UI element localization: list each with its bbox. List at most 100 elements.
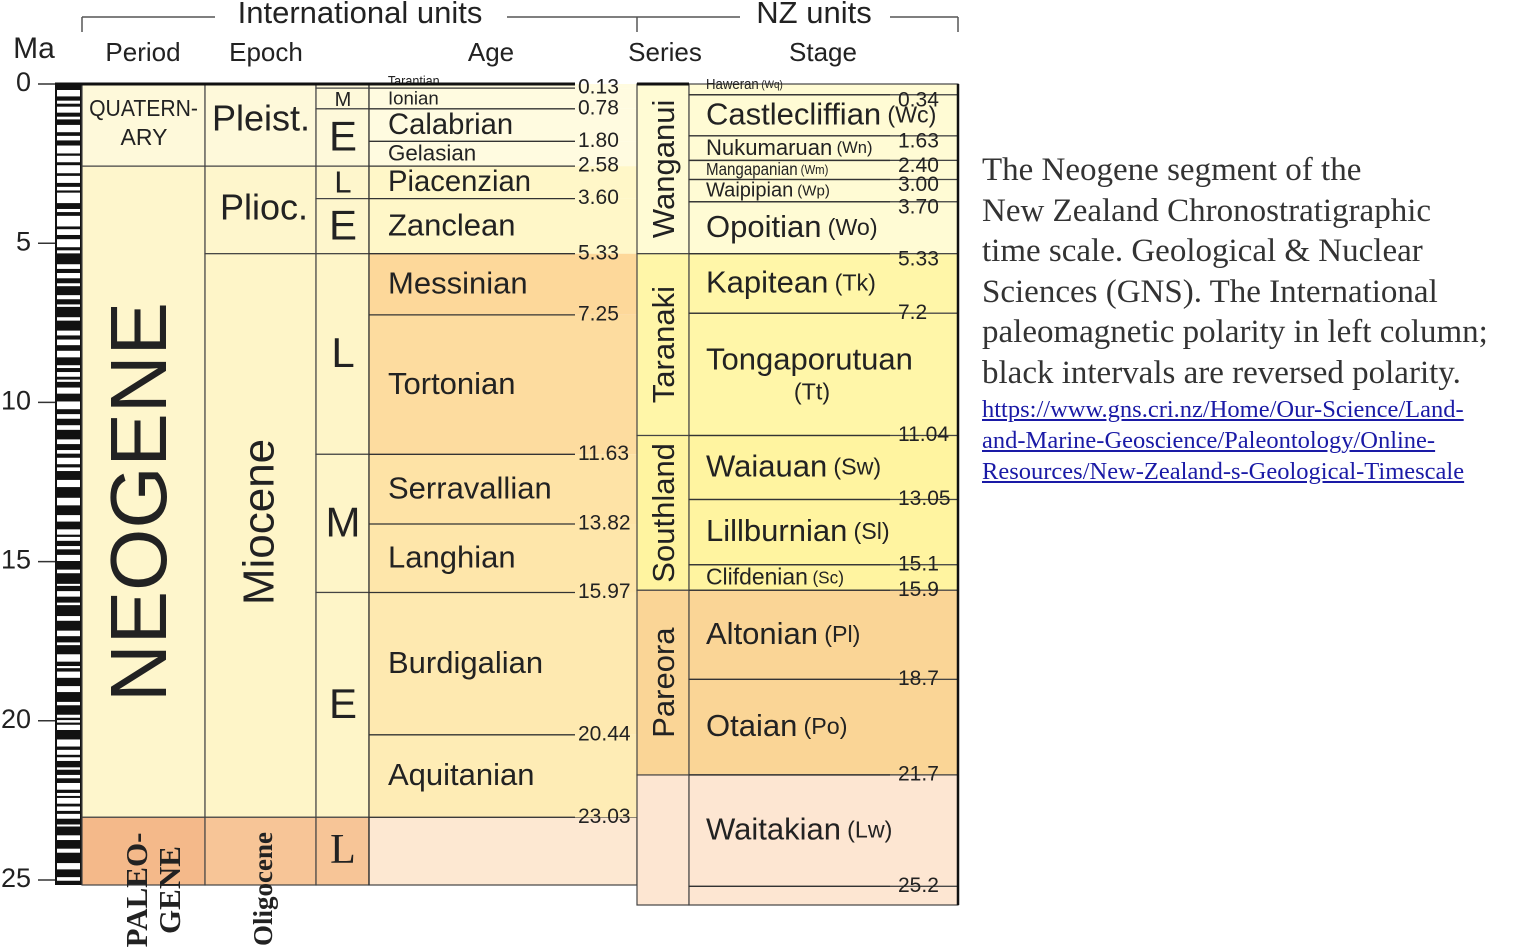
stage-boundary-label: 15.9 bbox=[898, 578, 939, 601]
stage-boundary-label: 7.2 bbox=[898, 301, 927, 324]
polarity-normal bbox=[57, 792, 80, 796]
polarity-normal bbox=[57, 686, 80, 693]
source-link[interactable]: https://www.gns.cri.nz/Home/Our-Science/… bbox=[982, 396, 1464, 423]
polarity-normal bbox=[57, 317, 80, 321]
stage-name: Kapitean bbox=[706, 265, 828, 300]
polarity-normal bbox=[57, 304, 80, 307]
subepoch-label: M bbox=[335, 89, 352, 111]
period-cell bbox=[81, 816, 206, 886]
subepoch-label: L bbox=[331, 329, 354, 376]
stage-label: Clifdenian (Sc) bbox=[706, 564, 844, 590]
age-cell bbox=[369, 253, 637, 315]
stage-code: (Sw) bbox=[833, 454, 881, 480]
polarity-normal bbox=[57, 457, 80, 465]
stage-name: Lillburnian bbox=[706, 513, 847, 548]
polarity-normal bbox=[57, 863, 80, 870]
age-label: Gelasian bbox=[388, 141, 476, 166]
subepoch-cell bbox=[315, 816, 370, 886]
series-cell bbox=[636, 774, 690, 906]
polarity-normal bbox=[57, 124, 80, 133]
stage-name: Waipipian bbox=[706, 180, 793, 202]
polarity-normal bbox=[57, 90, 80, 97]
stage-code: (Wp) bbox=[797, 183, 830, 200]
polarity-normal bbox=[57, 350, 80, 358]
stage-boundary-label: 13.05 bbox=[898, 487, 951, 510]
epoch-cell bbox=[204, 253, 317, 818]
stage-cell bbox=[688, 589, 959, 681]
age-boundary-label: 3.60 bbox=[578, 186, 619, 209]
stage-label: Opoitian (Wo) bbox=[706, 209, 878, 244]
polarity-normal bbox=[57, 239, 80, 248]
stage-label: Haweran (Wq) bbox=[706, 75, 783, 92]
stage-boundary-label: 18.7 bbox=[898, 667, 939, 690]
age-label: Tortonian bbox=[388, 366, 516, 401]
polarity-normal bbox=[57, 450, 80, 454]
age-boundary-label: 13.82 bbox=[578, 512, 631, 535]
polarity-normal bbox=[57, 529, 80, 535]
polarity-normal bbox=[57, 186, 80, 191]
polarity-normal bbox=[57, 264, 80, 269]
stage-name: Altonian bbox=[706, 616, 818, 651]
stage-cell bbox=[688, 253, 959, 314]
age-cell bbox=[369, 108, 637, 142]
polarity-normal bbox=[57, 666, 80, 669]
polarity-normal bbox=[57, 515, 80, 522]
polarity-normal bbox=[57, 497, 80, 506]
polarity-normal bbox=[57, 192, 80, 204]
stage-code: (Sl) bbox=[854, 518, 890, 544]
polarity-normal bbox=[57, 774, 80, 779]
ma-tick-label: 25 bbox=[1, 863, 31, 893]
stage-boundary-label: 11.04 bbox=[898, 423, 949, 446]
vertical-label: Wanganui bbox=[646, 100, 681, 238]
polarity-normal bbox=[57, 848, 80, 853]
polarity-normal bbox=[57, 155, 80, 163]
polarity-normal bbox=[57, 720, 80, 723]
column-header: Period bbox=[105, 37, 180, 67]
polarity-normal bbox=[57, 757, 80, 761]
polarity-normal bbox=[57, 767, 80, 770]
age-cell bbox=[369, 198, 637, 254]
age-cell bbox=[369, 592, 637, 735]
polarity-normal bbox=[57, 365, 80, 369]
stage-label: Tongaporutuan bbox=[706, 342, 913, 377]
stage-label: Castlecliffian (Wc) bbox=[706, 97, 936, 132]
column-header: Series bbox=[628, 37, 702, 67]
source-link[interactable]: and-Marine-Geoscience/Paleontology/Onlin… bbox=[982, 427, 1436, 454]
subepoch-label: E bbox=[329, 680, 357, 727]
stage-label: Kapitean (Tk) bbox=[706, 265, 876, 300]
stage-name: Haweran bbox=[706, 75, 759, 92]
epoch-cell bbox=[204, 816, 317, 886]
polarity-normal bbox=[57, 671, 80, 678]
stage-code: (Pl) bbox=[824, 621, 860, 647]
ma-tick-label: 5 bbox=[16, 226, 31, 256]
age-cell bbox=[369, 524, 637, 593]
polarity-normal bbox=[57, 479, 80, 488]
polarity-normal bbox=[57, 414, 80, 419]
ma-tick-label: 20 bbox=[1, 704, 31, 734]
stage-name: Clifdenian bbox=[706, 564, 808, 590]
stage-name: Castlecliffian bbox=[706, 97, 881, 132]
age-label: Zanclean bbox=[388, 207, 516, 242]
stage-label: Otaian (Po) bbox=[706, 708, 847, 743]
stage-name: Waitakian bbox=[706, 812, 841, 847]
polarity-normal bbox=[57, 569, 80, 574]
source-link[interactable]: Resources/New-Zealand-s-Geological-Times… bbox=[982, 458, 1465, 485]
age-label: Ionian bbox=[388, 87, 439, 108]
polarity-normal bbox=[57, 215, 80, 227]
polarity-normal bbox=[57, 583, 80, 586]
subepoch-label: E bbox=[329, 201, 357, 248]
vertical-label: Taranaki bbox=[646, 286, 681, 403]
polarity-normal bbox=[57, 616, 80, 621]
header-nz: NZ units bbox=[756, 0, 871, 30]
period-cell bbox=[81, 83, 206, 167]
age-cell bbox=[369, 88, 637, 109]
stage-label: Mangapanian (Wm) bbox=[706, 161, 828, 180]
age-cell bbox=[369, 314, 637, 455]
polarity-normal bbox=[57, 467, 80, 472]
polarity-normal bbox=[57, 425, 80, 430]
age-boundary-label: 23.03 bbox=[578, 805, 631, 828]
stage-boundary-label: 25.2 bbox=[898, 874, 939, 897]
period-label: QUATERN- bbox=[89, 95, 198, 121]
polarity-normal bbox=[57, 546, 80, 550]
stage-label: Nukumaruan (Wn) bbox=[706, 135, 872, 160]
